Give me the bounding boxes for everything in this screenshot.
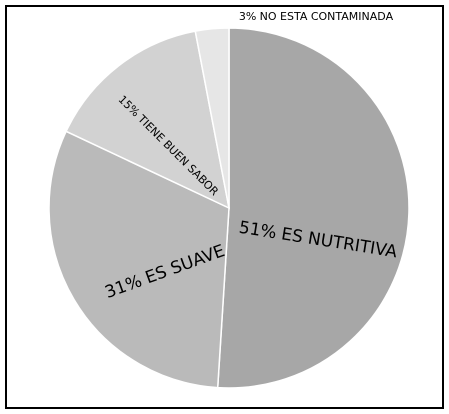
slice-label: 3% NO ESTA CONTAMINADA <box>239 10 394 23</box>
pie-slice <box>194 27 230 209</box>
value-label: 3% <box>239 10 256 23</box>
pie-slice <box>48 130 230 389</box>
pie-slice <box>65 30 231 210</box>
pie-slice <box>216 27 410 389</box>
category-label: NO ESTA CONTAMINADA <box>260 10 394 23</box>
